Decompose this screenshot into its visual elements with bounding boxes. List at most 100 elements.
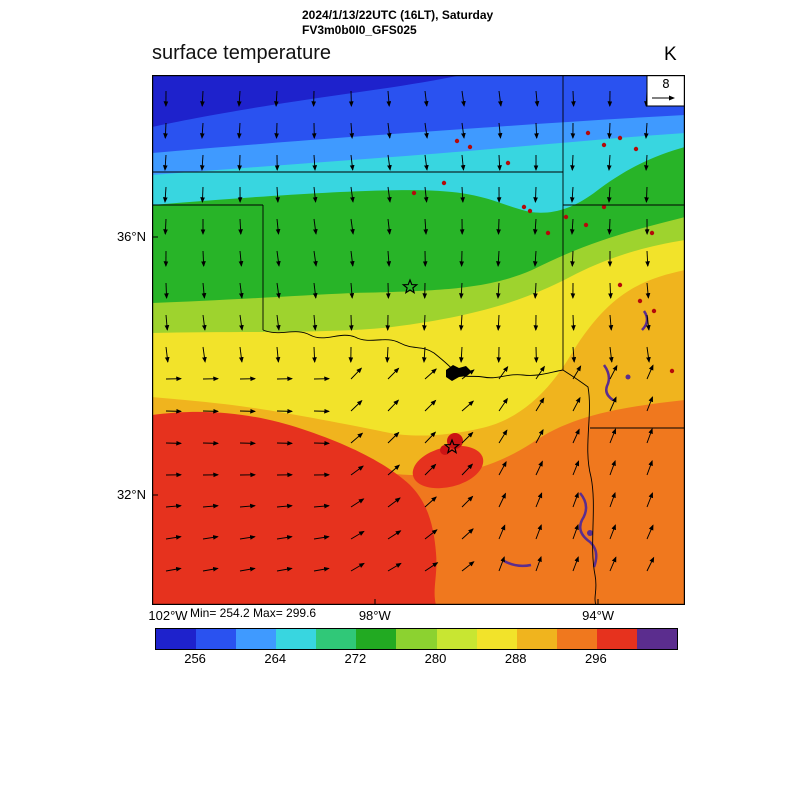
wind-arrow-icon [387, 431, 400, 444]
wind-arrow-icon [460, 186, 465, 203]
wind-arrow-icon [424, 463, 437, 476]
wind-arrow-icon [424, 562, 439, 572]
wind-arrow-icon [461, 561, 475, 572]
wind-arrow-icon [312, 314, 318, 331]
wind-arrow-icon [202, 346, 207, 363]
wind-arrow-icon [422, 314, 427, 331]
wind-arrow-icon [535, 365, 545, 380]
wind-arrow-icon [275, 218, 281, 235]
wind-arrow-icon [237, 122, 242, 139]
wind-arrow-icon [164, 314, 170, 331]
wind-arrow-icon [202, 535, 219, 540]
wind-arrow-icon [349, 122, 355, 139]
hot-spot-speckles [411, 130, 675, 455]
map-frame [152, 75, 685, 605]
wind-arrow-icon [313, 566, 330, 572]
wind-arrow-icon [496, 314, 501, 331]
wind-arrow-icon [644, 154, 649, 171]
wind-arrow-icon [496, 218, 502, 235]
wind-arrow-icon [163, 122, 168, 139]
wind-arrow-icon [239, 503, 256, 509]
wind-arrow-icon [200, 90, 205, 107]
temperature-bands [152, 75, 685, 605]
wind-arrow-icon [350, 465, 364, 476]
wind-arrow-icon [275, 314, 281, 331]
state-borders [152, 75, 685, 605]
wind-arrow-icon [572, 460, 580, 476]
wind-arrow-icon [644, 186, 649, 203]
wind-arrow-icon [423, 186, 429, 203]
colorbar-segment [156, 629, 197, 649]
wind-arrow-icon [312, 282, 318, 299]
wind-arrow-icon [421, 346, 427, 363]
wind-arrow-icon [387, 186, 392, 203]
wind-arrow-icon [498, 460, 507, 476]
water-features [446, 310, 649, 568]
wind-arrow-icon [313, 218, 318, 235]
wind-arrow-icon [350, 399, 363, 412]
colorbar-segment [436, 629, 477, 649]
wind-arrow-icon [350, 218, 355, 235]
wind-arrow-icon [424, 496, 437, 508]
wind-arrow-icon [535, 556, 542, 572]
wind-arrow-icon [461, 90, 466, 107]
wind-arrow-icon [385, 346, 390, 363]
city-star-markers [401, 278, 461, 455]
wind-arrow-icon [165, 503, 182, 509]
wind-arrow-icon [386, 122, 392, 139]
wind-arrow-icon [533, 282, 538, 299]
lon-axis-label: 94°W [582, 608, 615, 623]
wind-arrow-icon [350, 530, 365, 540]
wind-arrow-icon [571, 90, 576, 107]
wind-arrow-icon [572, 556, 579, 572]
wind-arrow-icon [535, 428, 544, 444]
wind-arrow-icon [569, 186, 575, 203]
wind-arrow-icon [496, 250, 501, 267]
wind-arrow-icon [199, 154, 205, 171]
temperature-map: 8 [152, 75, 685, 605]
colorbar-tick-label: 280 [424, 651, 447, 666]
wind-arrow-icon [350, 432, 364, 444]
colorbar-segment [316, 629, 357, 649]
wind-arrow-icon [643, 122, 649, 139]
wind-arrow-icon [461, 431, 474, 444]
wind-arrow-icon [350, 562, 365, 572]
wind-arrow-icon [609, 460, 616, 476]
wind-arrow-icon [572, 365, 582, 380]
wind-arrow-icon [461, 495, 474, 508]
wind-arrow-icon [533, 186, 538, 203]
wind-arrow-icon [646, 396, 653, 412]
wind-arrow-icon [645, 314, 651, 331]
wind-arrow-icon [646, 428, 653, 444]
wind-arrow-icon [387, 399, 400, 412]
wind-arrow-icon [646, 524, 654, 540]
wind-arrow-icon [162, 186, 168, 203]
colorbar-tick-label: 264 [264, 651, 287, 666]
wind-arrow-icon [609, 492, 616, 508]
wind-arrow-icon [312, 154, 318, 171]
lat-axis-label: 32°N [116, 486, 146, 502]
wind-arrow-icon [608, 282, 613, 299]
wind-arrow-icon [387, 530, 402, 540]
colorbar-segment [556, 629, 597, 649]
wind-arrow-icon [535, 524, 542, 540]
wind-arrow-icon [609, 364, 618, 380]
model-name: FV3m0b0I0_GFS025 [302, 23, 417, 37]
wind-arrow-icon [572, 492, 579, 508]
wind-arrow-icon [274, 122, 280, 139]
wind-arrow-icon [424, 368, 437, 380]
wind-arrow-icon [238, 218, 243, 235]
wind-arrow-icon [609, 556, 617, 572]
wind-arrow-icon [645, 282, 651, 299]
wind-arrow-icon [424, 154, 429, 171]
river-traces [503, 310, 649, 568]
wind-arrow-icon [386, 90, 392, 107]
wind-arrow-icon [569, 218, 575, 235]
wind-arrow-icon [532, 250, 538, 267]
wind-arrow-icon [201, 314, 207, 331]
colorbar-tick-label: 272 [344, 651, 367, 666]
wind-arrow-icon [239, 535, 256, 540]
wind-arrow-icon [276, 535, 293, 540]
wind-arrow-icon [164, 346, 170, 363]
wind-arrow-icon [348, 314, 354, 331]
